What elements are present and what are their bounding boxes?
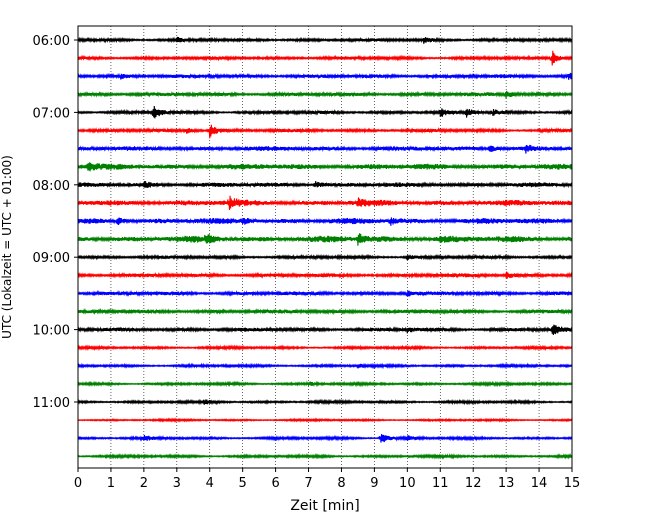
trace-0715: [77, 124, 573, 139]
y-tick-label: 07:00: [33, 106, 70, 121]
trace-0700: [77, 105, 573, 119]
x-tick-label: 12: [465, 476, 482, 491]
x-tick-label: 13: [498, 476, 515, 491]
trace-0645: [77, 90, 573, 99]
trace-0915: [77, 271, 573, 279]
x-tick-label: 1: [107, 476, 115, 491]
trace-1100: [77, 398, 573, 406]
trace-1045: [77, 380, 573, 388]
x-tick-label: 3: [173, 476, 181, 491]
x-tick-label: 4: [206, 476, 214, 491]
x-tick-label: 8: [337, 476, 345, 491]
trace-0945: [77, 307, 573, 316]
y-tick-label: 06:00: [33, 34, 70, 49]
x-tick-label: 10: [399, 476, 416, 491]
trace-0830: [77, 217, 573, 226]
trace-0845: [77, 233, 573, 246]
y-tick-label: 08:00: [33, 179, 70, 194]
trace-1030: [77, 362, 573, 370]
y-tick-label: 10:00: [33, 324, 70, 339]
trace-1115: [77, 417, 573, 423]
x-tick-label: 14: [531, 476, 548, 491]
y-tick-label: 11:00: [33, 396, 70, 411]
y-axis-label: UTC (Lokalzeit = UTC + 01:00): [0, 155, 14, 339]
trace-1130: [77, 434, 573, 443]
trace-0930: [77, 289, 573, 297]
trace-0615: [77, 50, 573, 66]
trace-0800: [77, 181, 573, 189]
x-tick-label: 9: [370, 476, 378, 491]
y-tick-label: 09:00: [33, 251, 70, 266]
x-tick-label: 2: [140, 476, 148, 491]
trace-layer: [77, 36, 573, 460]
x-tick-label: 0: [74, 476, 82, 491]
trace-1145: [77, 452, 573, 460]
trace-0630: [77, 72, 573, 80]
x-tick-label: 15: [564, 476, 581, 491]
x-tick-label: 5: [239, 476, 247, 491]
y-axis-ticks: 06:00 07:00 08:00 09:00 10:00 11:00: [33, 34, 78, 411]
x-tick-label: 11: [432, 476, 449, 491]
plot-frame: [77, 25, 573, 469]
x-axis-ticks: 0 1 2 3 4 5 6 7 8 9 10 11 12 13 14 15: [74, 468, 580, 491]
x-tick-label: 6: [271, 476, 279, 491]
x-axis-label: Zeit [min]: [290, 498, 359, 514]
trace-1015: [77, 344, 573, 352]
trace-0900: [77, 253, 573, 261]
trace-1000: [77, 324, 573, 335]
trace-0815: [77, 195, 573, 210]
trace-0730: [77, 144, 573, 154]
trace-0745: [77, 162, 573, 172]
x-tick-label: 7: [304, 476, 312, 491]
trace-0600: [77, 36, 573, 44]
